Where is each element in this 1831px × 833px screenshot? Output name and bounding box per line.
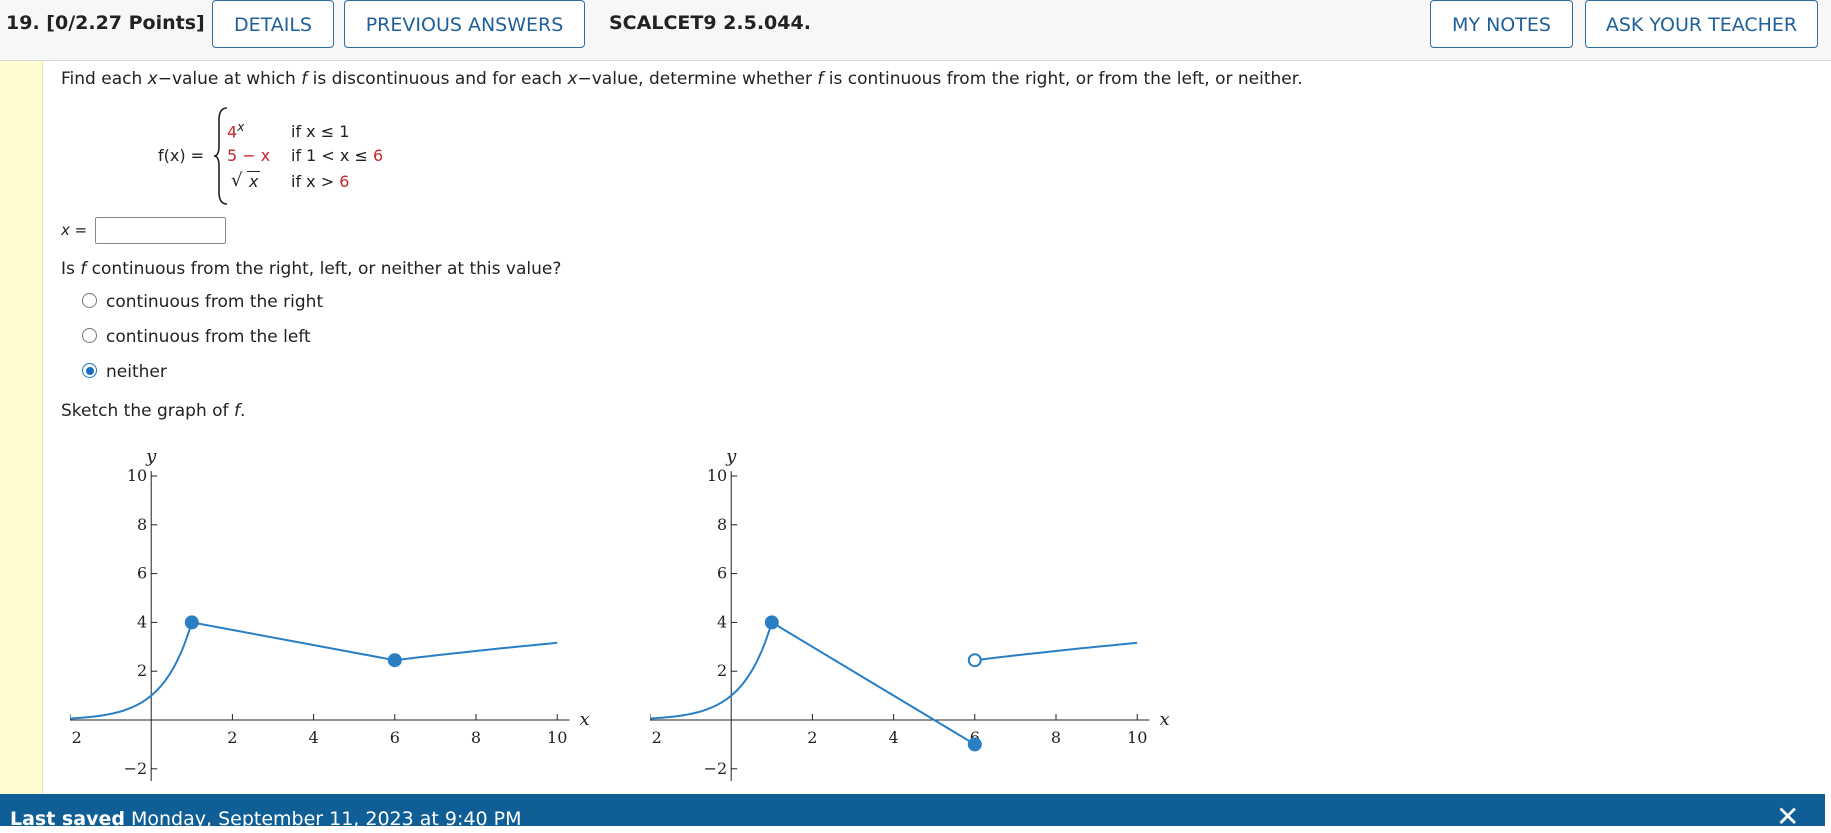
piece-2-expr: 5 − x xyxy=(227,146,271,165)
piece-1-exponent: x xyxy=(237,120,245,134)
y-tick-label: 2 xyxy=(137,661,147,680)
x-tick-label: −2 xyxy=(650,728,662,747)
graph-curve-sqrt(x) xyxy=(974,641,1138,662)
sketch-text: . xyxy=(239,401,246,421)
graph-option-1[interactable]: −2 2 4 6 8 10 −2 2 4 6 8 10 x y xyxy=(70,436,630,794)
x-tick-label: 10 xyxy=(547,728,567,747)
x-tick-label: 4 xyxy=(889,728,899,747)
piece-3-radicand: x xyxy=(247,171,261,191)
open-endpoint xyxy=(967,653,982,668)
prompt-text: −value, determine whether xyxy=(577,69,818,89)
prompt-var: f xyxy=(301,69,308,89)
x-tick-label: 10 xyxy=(1127,728,1147,747)
y-tick-label: −2 xyxy=(124,759,148,778)
y-tick-label: 6 xyxy=(137,564,147,583)
piece-1-condition: if x ≤ 1 xyxy=(291,122,350,141)
y-tick-label: 2 xyxy=(717,661,727,680)
y-axis-label: y xyxy=(725,446,737,467)
y-axis-label: y xyxy=(145,446,157,467)
previous-answers-button[interactable]: PREVIOUS ANSWERS xyxy=(344,0,585,48)
prompt-text: is continuous from the right, or from th… xyxy=(823,69,1303,89)
question-status-strip xyxy=(0,61,43,796)
y-tick-label: 6 xyxy=(717,564,727,583)
question-prompt: Find each x−value at which f is disconti… xyxy=(61,69,1303,89)
prompt-text: −value at which xyxy=(157,69,302,89)
my-notes-button[interactable]: MY NOTES xyxy=(1430,0,1573,48)
y-tick-label: 10 xyxy=(127,466,147,485)
piece-3-condition-text: if x > xyxy=(291,172,340,191)
sketch-prompt: Sketch the graph of f. xyxy=(61,401,245,421)
radio-continuous-left[interactable] xyxy=(82,328,97,343)
x-axis-label: x xyxy=(1160,709,1170,730)
cq-text: continuous from the right, left, or neit… xyxy=(86,259,562,279)
y-tick-label: 4 xyxy=(137,612,147,631)
x-tick-label: −2 xyxy=(70,728,82,747)
ask-your-teacher-button[interactable]: ASK YOUR TEACHER xyxy=(1585,0,1818,48)
x-tick-label: 8 xyxy=(1051,728,1061,747)
graph-curve-sqrt(x) xyxy=(394,641,558,662)
cq-text: Is xyxy=(61,259,81,279)
problem-code: SCALCET9 2.5.044. xyxy=(609,12,811,34)
x-answer-input[interactable] xyxy=(95,217,226,244)
x-axis-label: x xyxy=(580,709,590,730)
graph-curve-5-x xyxy=(191,621,395,662)
piece-2-condition-text: if 1 < x ≤ xyxy=(291,146,373,165)
y-tick-label: 4 xyxy=(717,612,727,631)
prompt-var: x xyxy=(147,69,158,89)
piece-3-condition-value: 6 xyxy=(339,172,350,191)
x-tick-label: 4 xyxy=(309,728,319,747)
prompt-var: f xyxy=(817,69,824,89)
piece-3-expr: √ x xyxy=(231,170,261,191)
last-saved-time: Monday, September 11, 2023 at 9:40 PM xyxy=(124,808,522,830)
graph-curve-4^x xyxy=(650,622,773,720)
piece-1-base: 4 xyxy=(227,122,238,142)
question-header: 19. [0/2.27 Points] DETAILS PREVIOUS ANS… xyxy=(0,0,1831,61)
graph-curve-4^x xyxy=(70,622,193,720)
sketch-var: f xyxy=(233,401,240,421)
sqrt-symbol-icon: √ xyxy=(231,170,243,191)
close-icon[interactable]: ✕ xyxy=(1776,800,1800,833)
piecewise-brace xyxy=(214,107,228,205)
x-tick-label: 6 xyxy=(390,728,400,747)
radio-neither[interactable] xyxy=(82,363,97,378)
prompt-text: Find each xyxy=(61,69,148,89)
last-saved-text: Last saved Monday, September 11, 2023 at… xyxy=(10,808,521,830)
x-answer-label: x = xyxy=(61,221,88,239)
closed-endpoint xyxy=(967,737,982,752)
function-label: f(x) = xyxy=(158,146,205,165)
question-number: 19. xyxy=(6,12,40,34)
piece-1-expr: 4x xyxy=(227,120,244,141)
piece-2-condition-value: 6 xyxy=(372,146,384,165)
prompt-var: x xyxy=(567,69,578,89)
sketch-text: Sketch the graph of xyxy=(61,401,234,421)
x-tick-label: 2 xyxy=(807,728,817,747)
details-button[interactable]: DETAILS xyxy=(212,0,334,48)
piece-3-condition: if x > 6 xyxy=(291,172,349,191)
y-tick-label: 8 xyxy=(717,515,727,534)
radio-continuous-right[interactable] xyxy=(82,293,97,308)
points: [0/2.27 Points] xyxy=(46,12,205,34)
continuity-question: Is f continuous from the right, left, or… xyxy=(61,259,561,279)
question-number-points: 19. [0/2.27 Points] xyxy=(6,12,205,34)
prompt-text: is discontinuous and for each xyxy=(307,69,568,89)
last-saved-label: Last saved xyxy=(10,808,125,830)
cq-var: f xyxy=(80,259,87,279)
status-footer: Last saved Monday, September 11, 2023 at… xyxy=(0,794,1825,833)
y-tick-label: −2 xyxy=(704,759,728,778)
y-tick-label: 10 xyxy=(707,466,727,485)
y-tick-label: 8 xyxy=(137,515,147,534)
x-tick-label: 2 xyxy=(227,728,237,747)
option-label-left[interactable]: continuous from the left xyxy=(106,327,311,347)
piece-2-condition: if 1 < x ≤ 6 xyxy=(291,146,383,165)
graph-curve-5-x xyxy=(771,621,976,746)
option-label-right[interactable]: continuous from the right xyxy=(106,292,324,312)
option-label-neither[interactable]: neither xyxy=(106,362,167,382)
x-tick-label: 8 xyxy=(471,728,481,747)
